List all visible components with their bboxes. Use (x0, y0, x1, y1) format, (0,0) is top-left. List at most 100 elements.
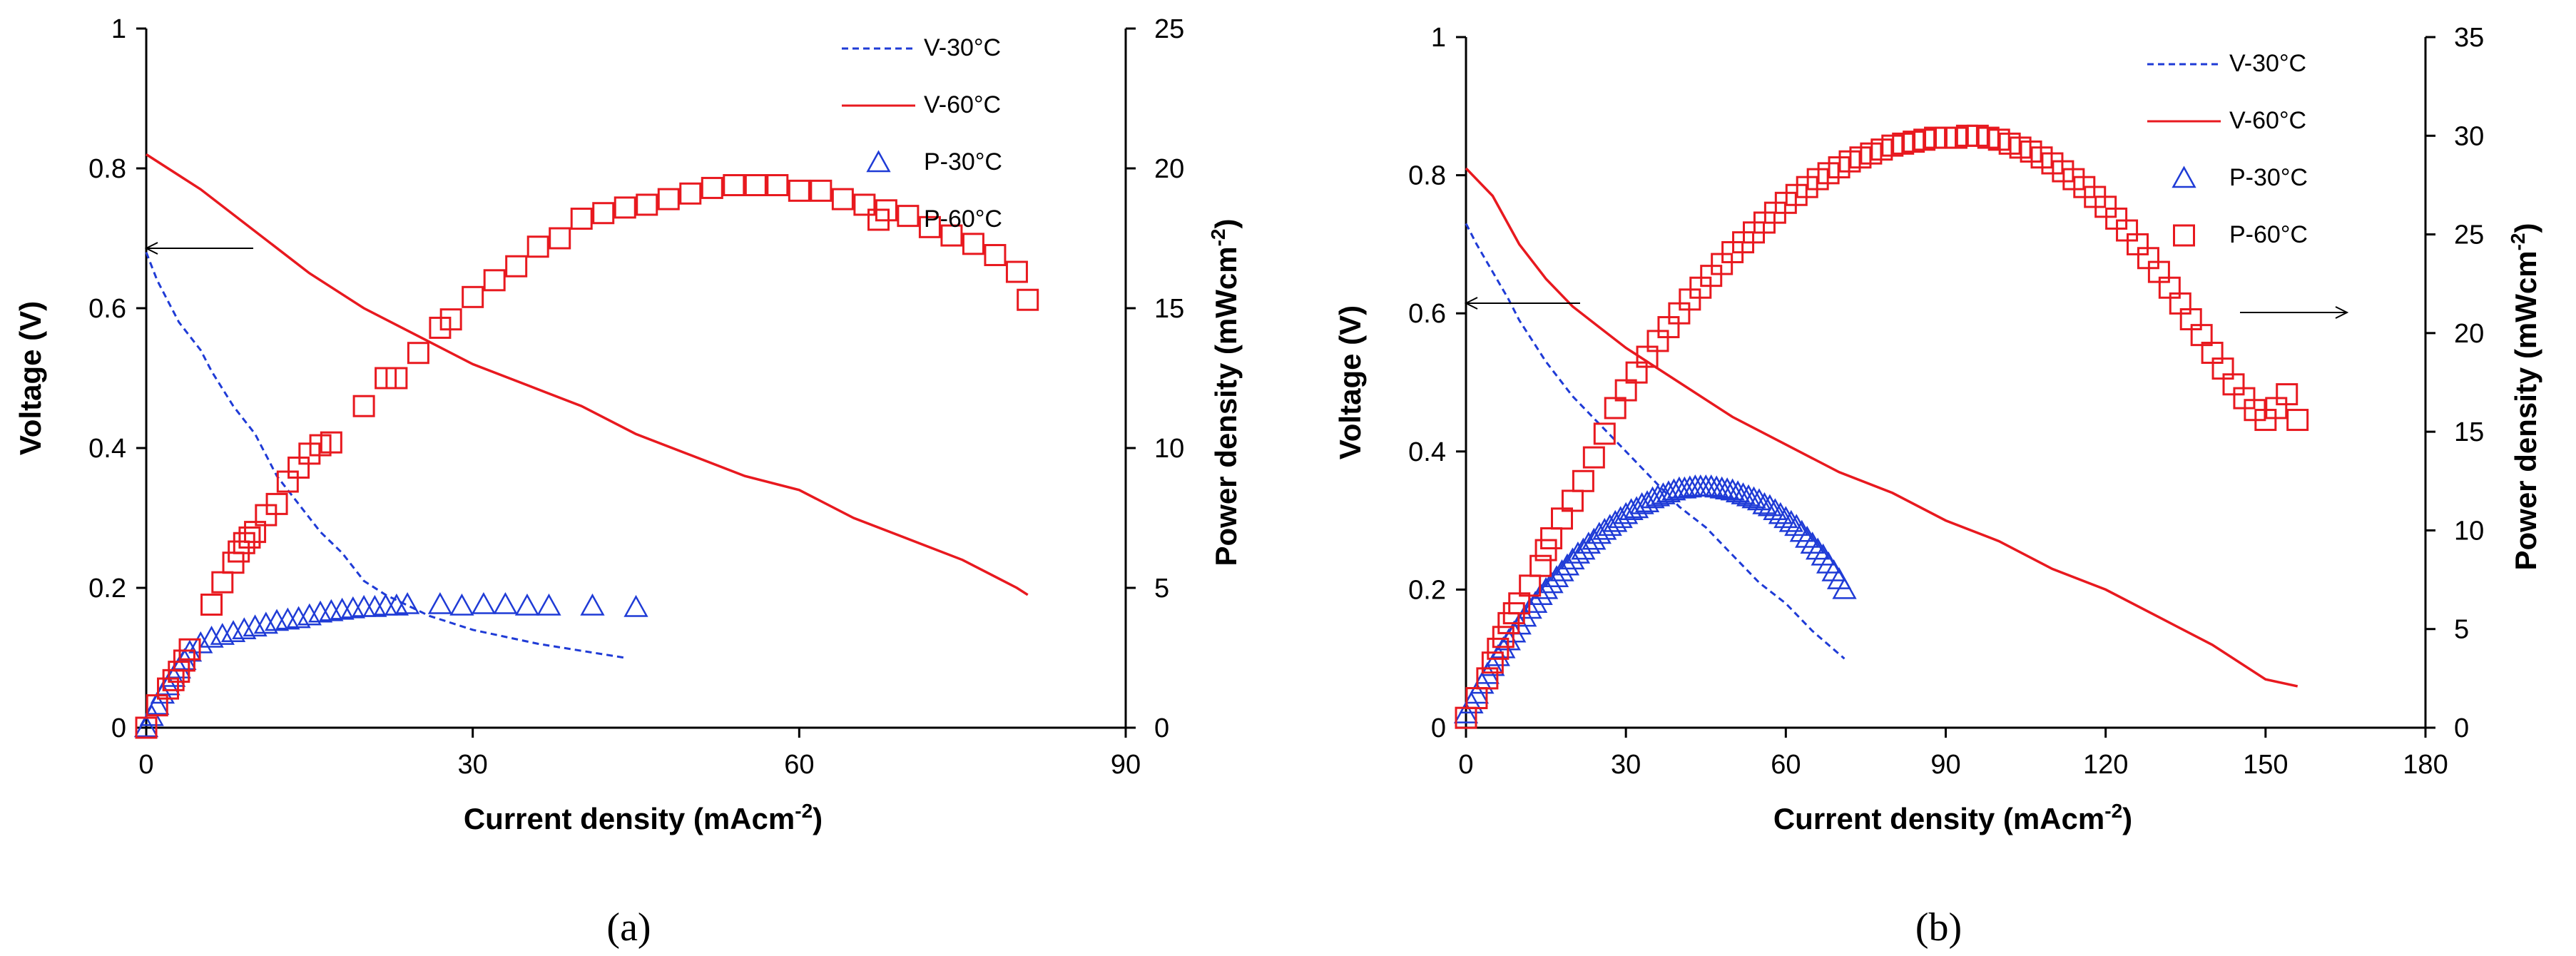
x-tick-label: 60 (1771, 750, 1801, 780)
data-point-triangle (1725, 480, 1751, 503)
data-point-square (592, 202, 615, 225)
data-point-triangle (1784, 514, 1809, 537)
x-tick-label: 120 (2083, 750, 2128, 780)
data-point-triangle (1587, 522, 1612, 544)
panel-caption: (b) (1915, 905, 1962, 950)
data-point-square (320, 431, 342, 454)
data-point-triangle (1795, 525, 1820, 548)
data-point-triangle (1746, 488, 1772, 511)
data-point-square (526, 235, 549, 258)
data-point-triangle (1741, 486, 1766, 509)
data-point-triangle (1661, 478, 1686, 501)
data-point-triangle (1539, 571, 1564, 594)
data-point-triangle (1800, 532, 1825, 554)
data-point-triangle (1554, 553, 1580, 576)
data-point-triangle (351, 594, 377, 617)
y-tick-label: 0.4 (88, 434, 126, 464)
y2-tick-label: 20 (1154, 154, 1184, 184)
y2-tick-label: 20 (2454, 319, 2484, 349)
y2-tick-label: 0 (1154, 713, 1169, 743)
y-tick-label: 1 (1431, 23, 1446, 53)
data-point-triangle (1699, 474, 1724, 497)
data-point-square (173, 649, 195, 672)
data-point-square (614, 196, 636, 219)
data-point-triangle (297, 603, 322, 626)
data-point-square (1572, 469, 1594, 492)
data-point-triangle (1549, 559, 1574, 581)
data-point-triangle (449, 593, 474, 616)
data-point-triangle (1651, 482, 1676, 504)
data-point-triangle (1528, 583, 1553, 605)
data-point-square (831, 188, 854, 210)
series-line-V-30°C (145, 252, 626, 659)
data-point-square (636, 193, 658, 216)
data-point-square (1492, 626, 1514, 649)
legend-entry: V-60°C (924, 91, 1001, 118)
data-point-triangle (1832, 576, 1857, 599)
data-point-triangle (536, 593, 561, 616)
data-point-triangle (1597, 514, 1622, 537)
y-tick-label: 0.8 (1408, 161, 1446, 191)
legend-entry: P-30°C (2229, 164, 2308, 191)
arrow-head (2335, 306, 2349, 319)
y2-tick-label: 15 (2454, 417, 2484, 447)
data-point-square (853, 193, 876, 216)
data-point-square (679, 182, 702, 205)
data-point-triangle (1640, 486, 1665, 509)
legend-marker-triangle (866, 150, 891, 173)
legend-marker-triangle (2172, 166, 2196, 188)
panel-b-chart: 0 30 60 90 120 150 18000.20.40.60.810510152025… (1333, 23, 2542, 950)
legend-entry: P-30°C (924, 148, 1002, 176)
y2-tick-label: 25 (1154, 14, 1184, 44)
data-point-triangle (514, 593, 540, 616)
data-point-square (407, 342, 429, 365)
data-point-triangle (133, 715, 159, 738)
data-point-triangle (210, 623, 235, 645)
data-point-triangle (1789, 519, 1814, 542)
data-point-triangle (1645, 484, 1671, 507)
data-point-square (483, 269, 506, 292)
data-point-square (918, 215, 941, 238)
data-point-square (657, 188, 680, 210)
legend-marker-square (2173, 224, 2195, 247)
data-point-triangle (232, 617, 257, 640)
data-point-triangle (493, 591, 518, 614)
legend-entry: V-30°C (2229, 50, 2306, 77)
data-point-triangle (471, 591, 497, 614)
data-point-square (211, 571, 234, 594)
y-tick-label: 0 (111, 713, 126, 743)
y-tick-label: 0.8 (88, 154, 126, 184)
data-point-square (940, 224, 963, 247)
data-point-triangle (1709, 476, 1734, 499)
data-point-triangle (1736, 484, 1761, 507)
legend-entry: P-60°C (2229, 221, 2308, 248)
y-tick-label: 1 (111, 14, 126, 44)
data-point-square (200, 594, 223, 616)
data-point-square (549, 227, 571, 250)
y2-tick-label: 10 (2454, 516, 2484, 546)
data-point-triangle (1752, 492, 1777, 514)
data-point-square (352, 395, 375, 417)
data-point-square (962, 233, 984, 255)
data-point-square (1481, 651, 1504, 674)
y2-tick-label: 35 (2454, 23, 2484, 53)
data-point-square (1005, 260, 1028, 283)
data-point-triangle (1634, 490, 1660, 512)
x-tick-label: 90 (1111, 750, 1141, 780)
data-point-square (1476, 667, 1499, 690)
data-point-square (1582, 446, 1605, 469)
legend-entry: P-60°C (924, 205, 1002, 233)
data-point-square (1534, 539, 1557, 561)
y2-tick-label: 5 (2454, 615, 2469, 645)
panel-caption: (a) (606, 905, 651, 950)
y-tick-label: 0.6 (88, 294, 126, 324)
data-point-triangle (1656, 480, 1681, 503)
y-tick-label: 0.2 (1408, 575, 1446, 605)
x-tick-label: 0 (1458, 750, 1473, 780)
legend-marker-square (867, 208, 890, 231)
data-point-triangle (1731, 482, 1756, 504)
y2-tick-label: 15 (1154, 294, 1184, 324)
data-point-triangle (1603, 509, 1628, 532)
